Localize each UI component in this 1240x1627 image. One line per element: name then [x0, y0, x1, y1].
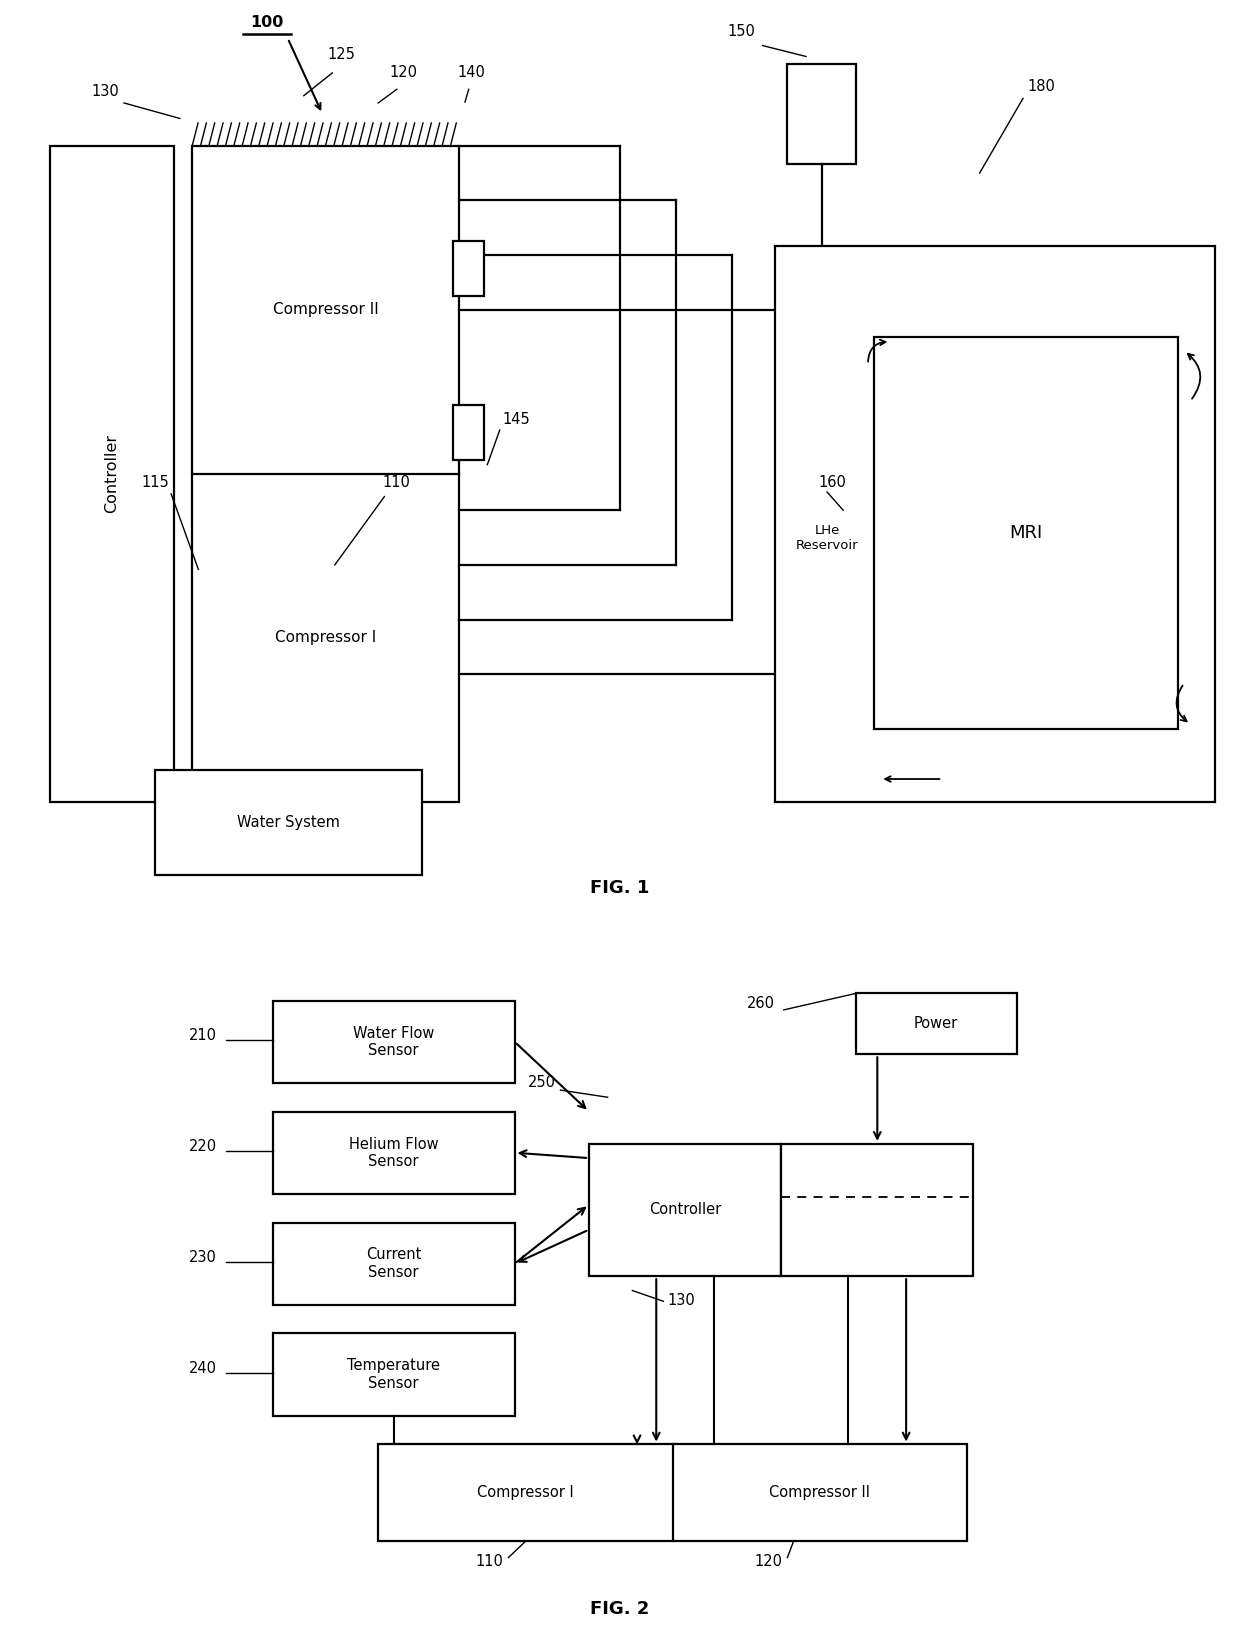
Text: 240: 240 — [188, 1360, 217, 1376]
Text: 130: 130 — [92, 83, 119, 99]
Bar — [50, 146, 174, 802]
Text: Water Flow
Sensor: Water Flow Sensor — [353, 1025, 434, 1058]
Bar — [273, 1111, 515, 1194]
Text: Controller: Controller — [104, 434, 119, 514]
Bar — [453, 405, 484, 460]
Bar — [781, 1144, 973, 1276]
Text: 110: 110 — [476, 1554, 503, 1568]
Text: 150: 150 — [728, 24, 755, 39]
Bar — [453, 241, 484, 296]
Bar — [273, 1334, 515, 1415]
Text: Compressor II: Compressor II — [770, 1485, 870, 1500]
Bar — [192, 146, 459, 802]
Text: FIG. 2: FIG. 2 — [590, 1599, 650, 1619]
Text: Helium Flow
Sensor: Helium Flow Sensor — [348, 1137, 439, 1168]
Bar — [589, 1144, 781, 1276]
Bar — [378, 1445, 967, 1541]
Text: Compressor II: Compressor II — [273, 303, 378, 317]
Text: 125: 125 — [327, 47, 355, 62]
Text: Compressor I: Compressor I — [275, 630, 376, 646]
Bar — [856, 994, 1017, 1054]
Bar — [874, 337, 1178, 729]
Text: 220: 220 — [188, 1139, 217, 1154]
Bar — [273, 1222, 515, 1305]
Text: 140: 140 — [458, 65, 485, 80]
Text: 120: 120 — [755, 1554, 782, 1568]
Text: 115: 115 — [141, 475, 169, 490]
Bar — [273, 1001, 515, 1084]
Bar — [787, 63, 856, 164]
Text: 130: 130 — [667, 1293, 694, 1308]
Text: MRI: MRI — [1009, 524, 1043, 542]
Text: 230: 230 — [190, 1250, 217, 1264]
Text: 160: 160 — [818, 475, 846, 490]
Text: Compressor I: Compressor I — [477, 1485, 574, 1500]
Text: Current
Sensor: Current Sensor — [366, 1248, 422, 1280]
Text: Temperature
Sensor: Temperature Sensor — [347, 1359, 440, 1391]
Text: 180: 180 — [1028, 80, 1055, 94]
Text: 120: 120 — [389, 65, 417, 80]
Text: Power: Power — [914, 1017, 959, 1032]
Text: Controller: Controller — [649, 1202, 722, 1217]
Bar — [775, 246, 1215, 802]
Text: FIG. 1: FIG. 1 — [590, 879, 650, 898]
Text: 145: 145 — [502, 412, 529, 426]
Text: 100: 100 — [250, 15, 283, 31]
Text: 250: 250 — [527, 1074, 556, 1090]
Text: 260: 260 — [746, 996, 775, 1010]
Text: 110: 110 — [383, 475, 410, 490]
Text: LHe
Reservoir: LHe Reservoir — [796, 524, 858, 552]
Bar — [155, 770, 422, 875]
Text: Water System: Water System — [237, 815, 340, 830]
Text: 210: 210 — [188, 1028, 217, 1043]
